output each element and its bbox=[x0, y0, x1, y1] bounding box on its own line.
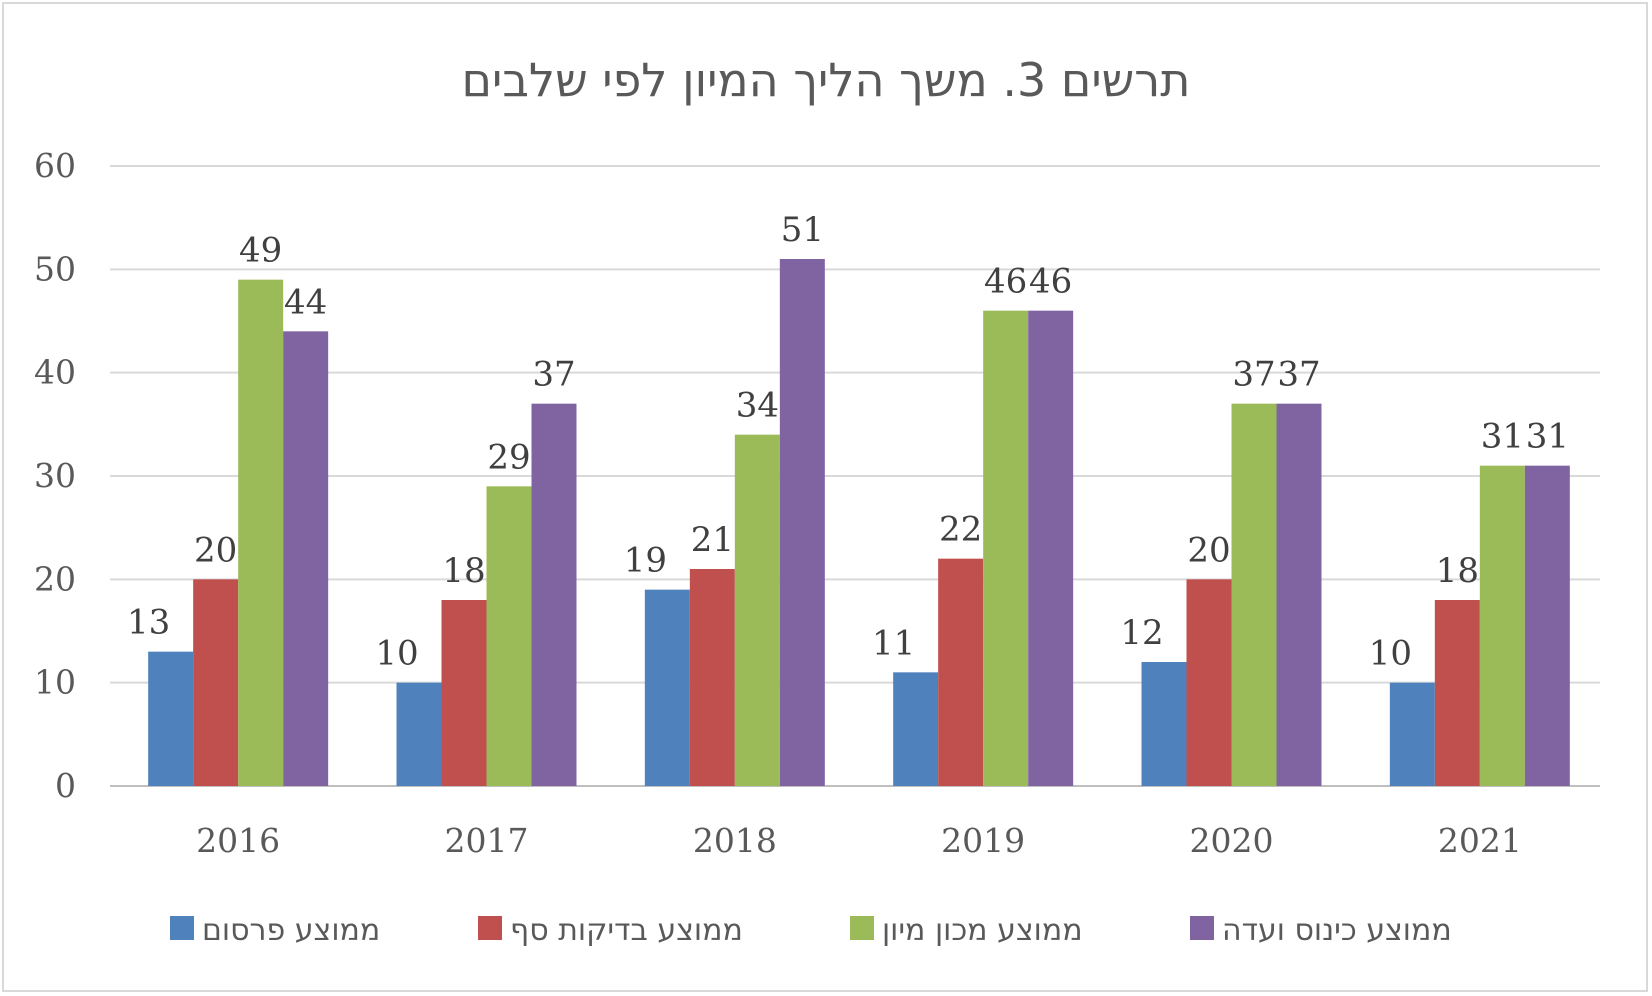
data-label: 11 bbox=[872, 623, 915, 663]
data-label: 34 bbox=[736, 386, 779, 426]
data-label: 19 bbox=[624, 541, 667, 581]
bar bbox=[893, 672, 939, 786]
legend-swatch bbox=[478, 916, 502, 940]
bar bbox=[1524, 465, 1570, 786]
bars bbox=[148, 259, 1570, 786]
bar bbox=[689, 569, 735, 786]
data-label: 37 bbox=[1232, 355, 1275, 395]
bar bbox=[938, 558, 984, 786]
legend-label: ממוצע בדיקות סף bbox=[510, 913, 743, 948]
bar bbox=[486, 486, 532, 786]
data-label: 13 bbox=[127, 603, 170, 643]
bar bbox=[193, 579, 239, 786]
bar bbox=[1389, 682, 1435, 786]
bar bbox=[983, 310, 1029, 786]
y-tick-label: 50 bbox=[34, 249, 76, 288]
bar bbox=[1028, 310, 1074, 786]
x-tick-label: 2020 bbox=[1190, 821, 1274, 860]
bar bbox=[1479, 465, 1525, 786]
data-label: 46 bbox=[1029, 262, 1072, 302]
bar bbox=[238, 279, 284, 786]
y-tick-label: 0 bbox=[55, 766, 76, 805]
legend-swatch bbox=[1190, 916, 1214, 940]
bar bbox=[1276, 403, 1322, 786]
bar bbox=[1186, 579, 1232, 786]
data-label: 31 bbox=[1481, 417, 1524, 457]
x-tick-label: 2021 bbox=[1438, 821, 1522, 860]
bar bbox=[734, 434, 780, 786]
data-label: 18 bbox=[442, 551, 485, 591]
legend: ממוצע פרסום ממוצע בדיקות סף ממוצע מכון מיו… bbox=[170, 913, 1452, 948]
bar bbox=[1434, 600, 1480, 786]
y-tick-label: 20 bbox=[34, 559, 76, 598]
bar bbox=[1141, 662, 1187, 786]
y-tick-label: 30 bbox=[34, 456, 76, 495]
data-label: 37 bbox=[532, 355, 575, 395]
bar bbox=[148, 651, 194, 786]
data-label: 29 bbox=[487, 437, 530, 477]
legend-swatch bbox=[170, 916, 194, 940]
data-label: 44 bbox=[284, 282, 327, 322]
data-label: 10 bbox=[1369, 634, 1412, 674]
x-tick-label: 2019 bbox=[941, 821, 1025, 860]
data-label: 12 bbox=[1120, 613, 1163, 653]
bar bbox=[531, 403, 577, 786]
data-label: 18 bbox=[1436, 551, 1479, 591]
bar bbox=[1231, 403, 1277, 786]
x-tick-label: 2018 bbox=[693, 821, 777, 860]
data-label: 20 bbox=[194, 530, 237, 570]
y-tick-label: 60 bbox=[34, 146, 76, 185]
data-label: 20 bbox=[1187, 530, 1230, 570]
data-label: 31 bbox=[1526, 417, 1569, 457]
legend-label: ממוצע פרסום bbox=[202, 913, 380, 948]
chart-title: תרשים 3. משך הליך המיון לפי שלבים bbox=[462, 53, 1191, 107]
bar bbox=[441, 600, 487, 786]
bar bbox=[396, 682, 442, 786]
data-label: 46 bbox=[984, 262, 1027, 302]
y-tick-label: 40 bbox=[34, 353, 76, 392]
bar bbox=[644, 589, 690, 786]
data-label: 49 bbox=[239, 231, 282, 271]
y-tick-label: 10 bbox=[34, 663, 76, 702]
x-tick-label: 2016 bbox=[196, 821, 280, 860]
data-label: 21 bbox=[691, 520, 734, 560]
legend-swatch bbox=[850, 916, 874, 940]
data-label: 10 bbox=[375, 634, 418, 674]
bar bbox=[283, 331, 329, 786]
x-tick-label: 2017 bbox=[445, 821, 529, 860]
data-label: 22 bbox=[939, 510, 982, 550]
data-label: 51 bbox=[781, 210, 824, 250]
bar bbox=[779, 259, 825, 786]
legend-label: ממוצע כינוס ועדה bbox=[1222, 913, 1452, 948]
gridlines bbox=[110, 165, 1600, 787]
data-label: 37 bbox=[1277, 355, 1320, 395]
legend-label: ממוצע מכון מיון bbox=[882, 913, 1083, 948]
x-axis-ticks: 2016 2017 2018 2019 2020 2021 bbox=[196, 821, 1522, 860]
y-axis-ticks: 0 10 20 30 40 50 60 bbox=[34, 146, 76, 805]
